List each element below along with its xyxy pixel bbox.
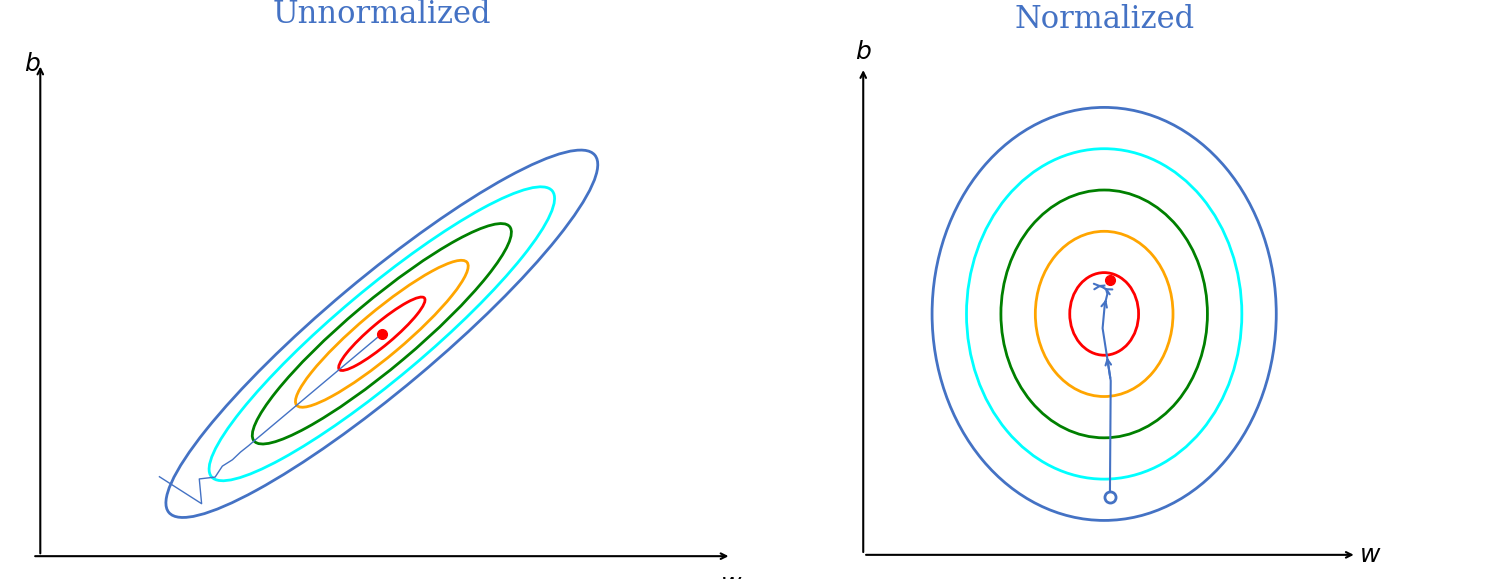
Text: Unnormalized: Unnormalized: [272, 0, 490, 30]
Text: b: b: [856, 41, 871, 64]
Text: w: w: [721, 572, 742, 579]
Text: w: w: [1360, 543, 1380, 567]
Text: b: b: [24, 52, 40, 76]
Text: Normalized: Normalized: [1013, 4, 1195, 35]
